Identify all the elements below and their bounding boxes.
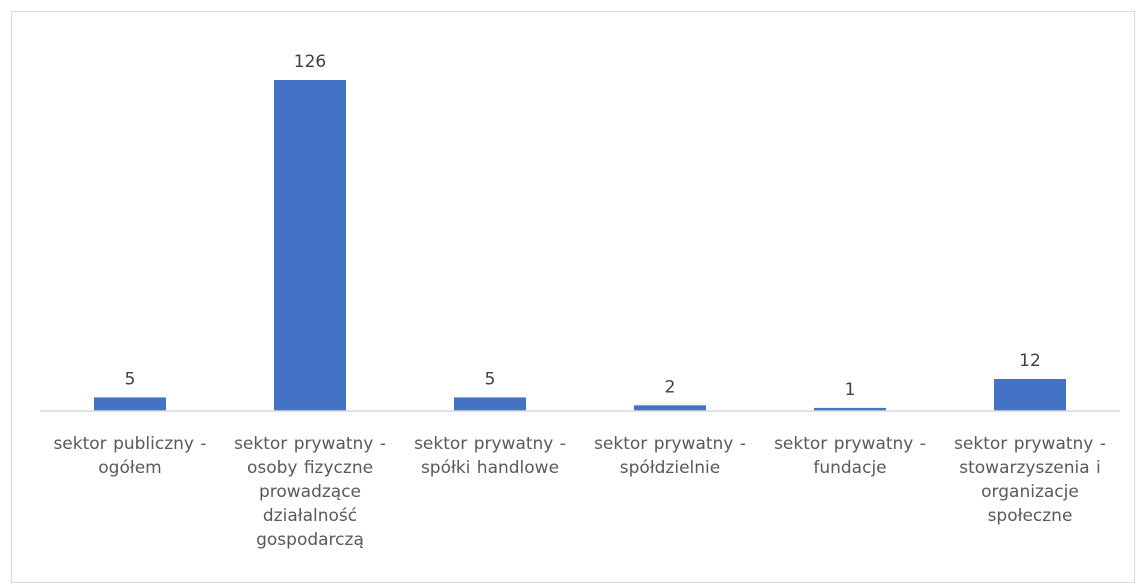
category-label: sektor prywatny - spółdzielnie xyxy=(594,434,746,478)
bar xyxy=(634,405,706,411)
data-label: 5 xyxy=(125,369,136,389)
bars-layer xyxy=(94,80,1066,411)
data-label: 2 xyxy=(665,377,676,397)
value-labels-layer: 5 126 5 2 1 12 xyxy=(125,52,1041,400)
data-label: 5 xyxy=(485,369,496,389)
data-label: 1 xyxy=(845,380,856,400)
category-label: sektor prywatny - osoby fizyczne prowadz… xyxy=(234,434,386,550)
category-label: sektor prywatny - spółki handlowe xyxy=(414,434,566,478)
data-label: 126 xyxy=(294,52,326,72)
bar xyxy=(274,80,346,411)
category-label: sektor publiczny - ogółem xyxy=(53,434,207,478)
bar xyxy=(814,407,886,411)
bar xyxy=(454,397,526,411)
bar xyxy=(94,397,166,411)
category-label: sektor prywatny - fundacje xyxy=(774,434,926,478)
chart-area xyxy=(11,11,1135,583)
data-label: 12 xyxy=(1019,351,1041,371)
bar xyxy=(994,379,1066,411)
category-label: sektor prywatny - stowarzyszenia i organ… xyxy=(954,434,1106,526)
